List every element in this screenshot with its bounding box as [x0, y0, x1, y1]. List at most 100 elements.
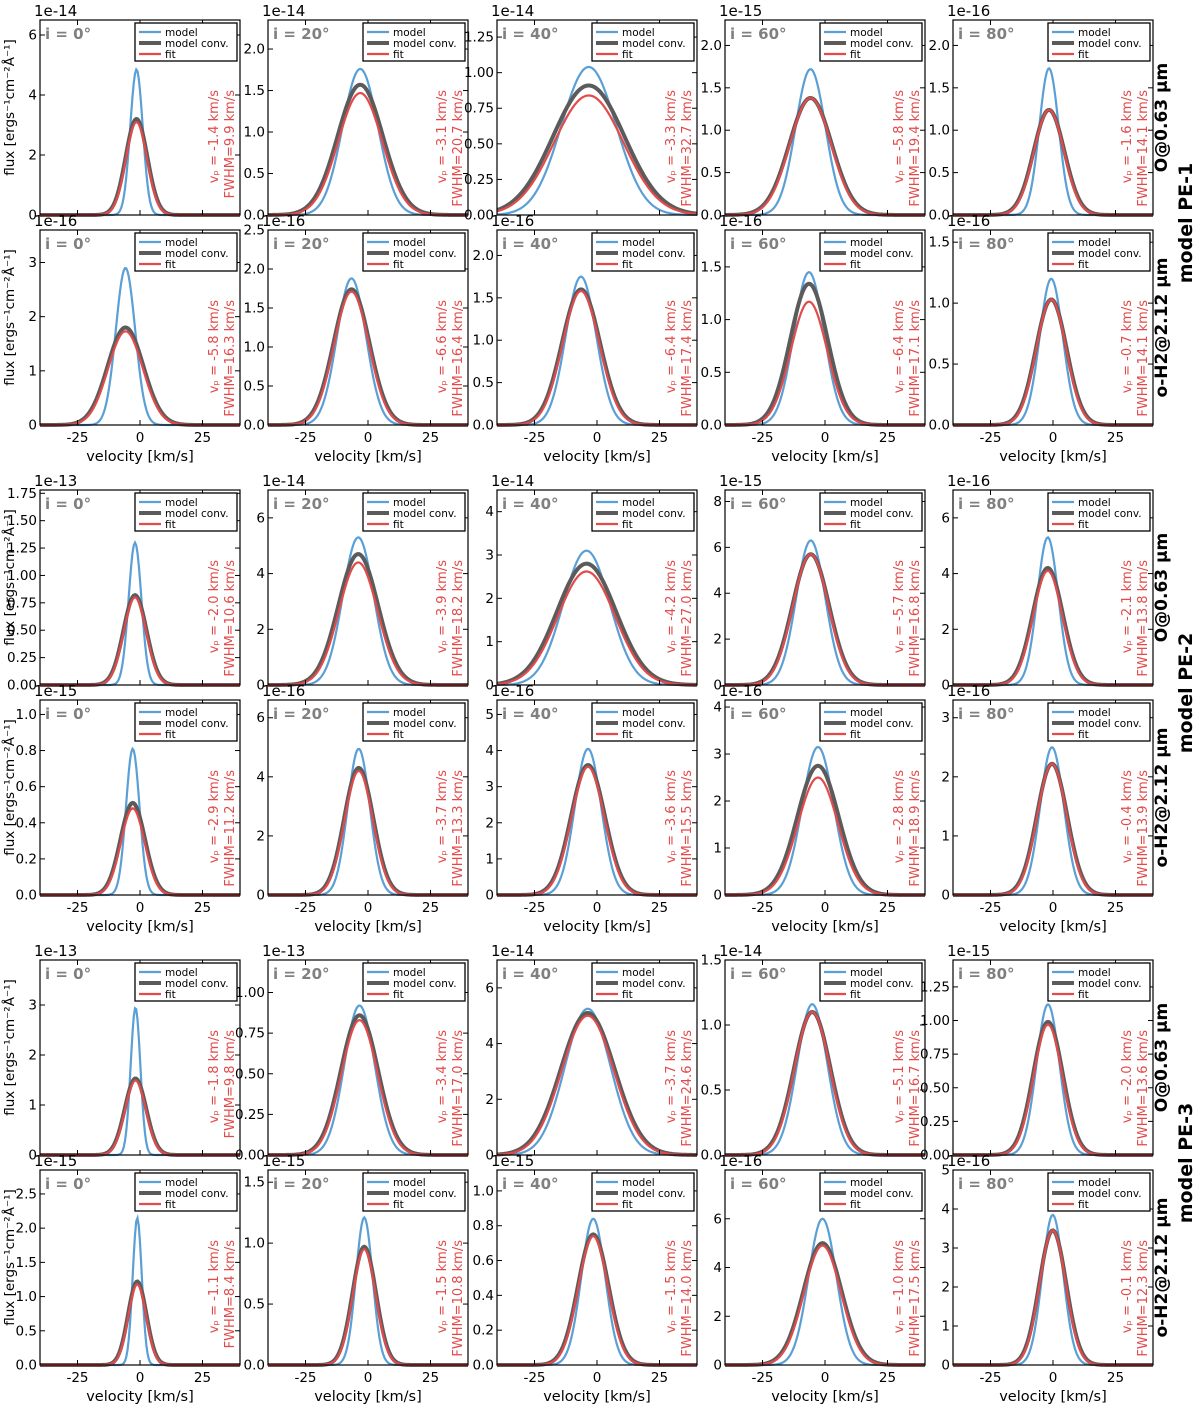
y-tick-label: 0.6 — [473, 1253, 494, 1269]
model-conv-curve — [496, 83, 698, 216]
y-tick-label: 2.0 — [244, 262, 265, 278]
fwhm-annotation: FWHM=13.9 km/s — [1136, 770, 1151, 887]
legend-label: fit — [850, 49, 861, 61]
fwhm-annotation: FWHM=12.3 km/s — [1136, 1240, 1151, 1357]
y-tick-label: 5 — [485, 707, 494, 723]
y-tick-label: 2 — [713, 1309, 722, 1325]
legend-label: fit — [622, 1199, 633, 1211]
y-tick-label: 1.5 — [16, 1255, 37, 1271]
y-tick-label: 0.2 — [16, 851, 37, 867]
legend-label: model — [1078, 1177, 1111, 1189]
y-tick-label: 3 — [941, 1241, 950, 1257]
legend-label: model — [1078, 707, 1111, 719]
x-tick-label: 25 — [194, 900, 211, 916]
legend-label: model conv. — [165, 978, 229, 990]
y-exponent-label: 1e-16 — [947, 2, 990, 20]
legend-label: model — [165, 967, 198, 979]
x-tick-label: 25 — [194, 1370, 211, 1386]
y-exponent-label: 1e-16 — [491, 212, 534, 230]
y-tick-label: 0.00 — [7, 678, 37, 694]
x-tick-label: -25 — [294, 900, 316, 916]
legend-label: fit — [1078, 519, 1089, 531]
inclination-label: i = 0° — [45, 705, 91, 723]
y-tick-label: 0 — [713, 678, 722, 694]
y-tick-label: 4 — [485, 1036, 494, 1052]
y-exponent-label: 1e-16 — [719, 1152, 762, 1170]
y-tick-label: 1.5 — [701, 259, 722, 275]
y-tick-label: 1 — [28, 363, 37, 379]
x-tick-label: -25 — [751, 1370, 773, 1386]
vp-annotation: vₚ = -1.1 km/s — [207, 1240, 222, 1333]
vp-annotation: vₚ = -3.7 km/s — [664, 1030, 679, 1123]
fwhm-annotation: FWHM=27.0 km/s — [680, 560, 695, 677]
legend-label: model — [165, 27, 198, 39]
legend-label: model conv. — [850, 1188, 914, 1200]
vp-annotation: vₚ = -2.0 km/s — [207, 560, 222, 653]
y-exponent-label: 1e-16 — [491, 682, 534, 700]
x-tick-label: 25 — [1107, 430, 1124, 446]
x-tick-label: -25 — [66, 1370, 88, 1386]
legend-label: model — [622, 497, 655, 509]
y-tick-label: 0.8 — [473, 1218, 494, 1234]
y-tick-label: 2.0 — [929, 38, 950, 54]
x-tick-label: 25 — [422, 900, 439, 916]
y-tick-label: 1.0 — [244, 340, 265, 356]
y-tick-label: 0 — [941, 678, 950, 694]
y-tick-label: 4 — [941, 1202, 950, 1218]
x-tick-label: 0 — [821, 900, 830, 916]
y-axis-label: flux [ergs⁻¹cm⁻²Å⁻¹] — [1, 509, 18, 646]
vp-annotation: vₚ = -1.8 km/s — [207, 1030, 222, 1123]
x-tick-label: -25 — [751, 900, 773, 916]
y-tick-label: 6 — [941, 510, 950, 526]
y-tick-label: 2 — [256, 828, 265, 844]
x-tick-label: 25 — [422, 430, 439, 446]
y-exponent-label: 1e-15 — [262, 1152, 305, 1170]
legend-label: fit — [165, 49, 176, 61]
inclination-label: i = 40° — [502, 965, 559, 983]
legend-label: model — [622, 707, 655, 719]
y-tick-label: 0.6 — [16, 779, 37, 795]
y-tick-label: 1.50 — [7, 513, 37, 529]
y-tick-label: 2 — [941, 622, 950, 638]
y-tick-label: 0 — [256, 678, 265, 694]
inclination-label: i = 40° — [502, 1175, 559, 1193]
line-label: O@0.63 μm — [1152, 533, 1172, 643]
y-tick-label: 0.5 — [701, 1083, 722, 1099]
legend-label: fit — [393, 49, 404, 61]
legend-label: model conv. — [622, 1188, 686, 1200]
legend-label: fit — [165, 989, 176, 1001]
legend-label: fit — [1078, 989, 1089, 1001]
legend-label: model conv. — [393, 978, 457, 990]
x-tick-label: 25 — [651, 430, 668, 446]
vp-annotation: vₚ = -1.6 km/s — [1120, 90, 1135, 183]
x-tick-label: 25 — [651, 1370, 668, 1386]
legend-label: model — [393, 27, 426, 39]
legend-label: model conv. — [165, 718, 229, 730]
legend-label: fit — [850, 989, 861, 1001]
y-exponent-label: 1e-15 — [719, 472, 762, 490]
panel-5-2: 0.00 0.25 0.50 0.75 1.00 1e-13 i = 20° modelmod… — [235, 942, 469, 1164]
x-axis-label: velocity [km/s] — [86, 449, 194, 465]
legend-label: model conv. — [165, 1188, 229, 1200]
y-tick-label: 0.0 — [929, 418, 950, 434]
fwhm-annotation: FWHM=14.0 km/s — [680, 1240, 695, 1357]
x-tick-label: 0 — [1049, 430, 1058, 446]
vp-annotation: vₚ = -2.1 km/s — [1120, 560, 1135, 653]
y-tick-label: 0.0 — [929, 208, 950, 224]
vp-annotation: vₚ = -3.9 km/s — [435, 560, 450, 653]
y-tick-label: 6 — [256, 710, 265, 726]
x-tick-label: 0 — [364, 430, 373, 446]
y-tick-label: 0.0 — [244, 1358, 265, 1374]
legend-label: model — [622, 27, 655, 39]
legend-label: model — [165, 237, 198, 249]
y-tick-label: 0.25 — [920, 1114, 950, 1130]
inclination-label: i = 80° — [958, 235, 1015, 253]
legend-label: model — [393, 707, 426, 719]
y-tick-label: 0.25 — [464, 172, 494, 188]
x-axis-label: velocity [km/s] — [999, 919, 1107, 935]
